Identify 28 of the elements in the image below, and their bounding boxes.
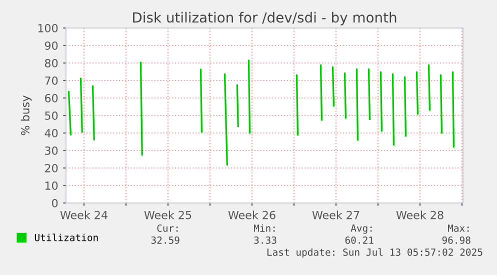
x-tick-label: Week 26 [228,210,276,220]
y-tick-label: 30 [45,146,58,155]
y-tick-label: 60 [45,94,58,102]
chart-title: Disk utilization for /dev/sdi - by month [133,12,396,26]
text: 96.98 [442,236,470,244]
text: 60.21 [345,236,374,244]
y-tick-label: 90 [44,41,58,50]
text: 3.33 [254,236,276,244]
text: 32.59 [151,236,180,244]
x-tick-label: Week 28 [396,210,444,220]
y-tick-label: 40 [44,128,58,138]
text: Min: [254,224,275,232]
y-tick-label: 100 [38,24,58,32]
text: Cur: [157,224,178,232]
y-tick-label: 80 [44,58,58,68]
text: Max: [448,224,469,232]
y-tick-label: 70 [45,76,58,85]
x-tick-label: Week 24 [60,210,108,220]
y-tick-label: 50 [45,111,58,120]
y-tick-label: 10 [45,181,58,190]
x-tick-label: Week 27 [312,210,360,220]
legend-label: Utilization [34,234,98,242]
y-axis-title: % busy [20,96,32,136]
x-tick-label: Week 25 [144,210,192,220]
y-tick-label: 20 [45,164,58,172]
text: Last update: Sun Jul 13 05:57:02 2025 [267,248,482,258]
text: Avg: [350,224,372,234]
y-tick-label: 0 [52,198,58,208]
